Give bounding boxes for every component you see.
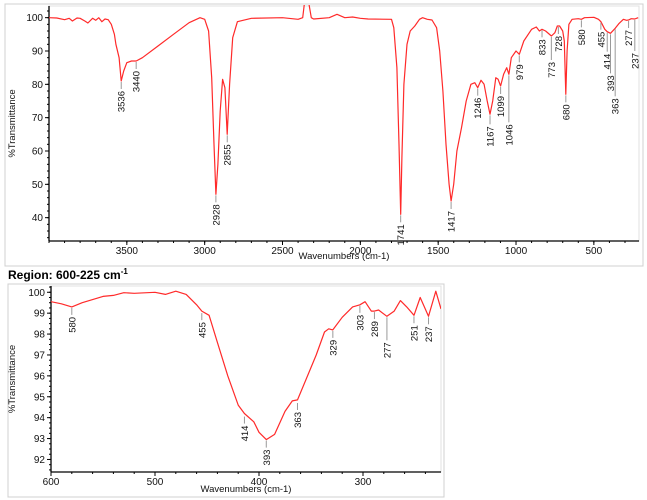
region-y-tick-label: 100 — [28, 288, 45, 299]
region-peak-label: 303 — [355, 315, 366, 331]
top-x-tick-label: 3000 — [194, 246, 217, 257]
region-y-tick-label: 93 — [34, 434, 46, 445]
region-title-superscript: -1 — [121, 267, 129, 276]
full-spectrum-chart: 3500 3000 2500 2000 1500 1000 500 40 50 60 70 80 90 1… — [7, 5, 641, 262]
top-x-tick-label: 500 — [586, 246, 603, 257]
top-peak-label: 363 — [611, 98, 622, 114]
region-y-tick-label: 96 — [34, 371, 46, 382]
top-peak-label: 455 — [596, 32, 607, 48]
top-peak-label: 2928 — [211, 204, 222, 225]
top-x-tick-label: 3500 — [116, 246, 139, 257]
region-spectrum-line — [51, 290, 441, 441]
region-y-tick-label: 94 — [34, 413, 46, 424]
top-peak-label: 1741 — [396, 224, 407, 245]
top-peak-label: 3536 — [117, 91, 128, 112]
top-peak-label: 1167 — [486, 126, 497, 146]
region-peak-label: 580 — [67, 317, 78, 333]
top-y-tick-label: 60 — [32, 147, 44, 158]
region-plot-area — [50, 285, 442, 473]
region-peak-label: 329 — [328, 340, 339, 356]
region-peak-label: 277 — [382, 342, 393, 358]
region-peak-label: 237 — [424, 326, 435, 342]
top-peak-label: 833 — [538, 39, 549, 55]
region-peak-label: 251 — [409, 325, 420, 341]
region-peak-label: 289 — [370, 321, 381, 337]
top-peak-label: 728 — [554, 36, 565, 52]
top-peak-label: 580 — [577, 29, 588, 45]
top-x-tick-label: 1500 — [427, 246, 450, 257]
top-y-tick-label: 70 — [32, 113, 44, 124]
region-spectrum-chart: 600 500 400 300 92 93 94 95 96 97 98 99 100 Wavenumbe… — [7, 285, 442, 495]
region-y-tick-label: 95 — [34, 392, 46, 403]
region-x-tick-label: 300 — [355, 477, 372, 488]
region-y-axis-label: %Transmittance — [7, 345, 18, 413]
top-peak-label: 979 — [515, 64, 526, 80]
top-x-axis-label: Wavenumbers (cm-1) — [299, 251, 390, 262]
top-y-axis-label: %Transmittance — [7, 89, 18, 157]
region-peak-label: 363 — [293, 412, 304, 428]
top-spectrum-line — [49, 5, 639, 215]
top-peak-label: 1099 — [496, 96, 507, 117]
top-peak-label: 414 — [603, 54, 614, 70]
region-x-axis-label: Wavenumbers (cm-1) — [201, 484, 292, 495]
region-y-tick-label: 97 — [34, 350, 46, 361]
top-y-tick-label: 40 — [32, 213, 44, 224]
top-peak-label: 1246 — [473, 98, 484, 119]
top-plot-area — [48, 5, 640, 242]
top-peak-label: 680 — [561, 104, 572, 120]
top-y-tick-label: 90 — [32, 47, 44, 58]
top-x-tick-label: 2500 — [271, 246, 294, 257]
region-x-tick-label: 400 — [251, 477, 268, 488]
top-x-tick-label: 2000 — [349, 246, 372, 257]
top-y-tick-label: 50 — [32, 180, 44, 191]
region-title: Region: 600-225 cm-1 — [8, 267, 128, 282]
top-peak-label: 393 — [606, 75, 617, 91]
top-peak-label: 2855 — [223, 144, 234, 165]
region-peak-label: 393 — [262, 450, 273, 466]
region-x-tick-label: 500 — [147, 477, 164, 488]
top-peak-label: 1417 — [447, 211, 458, 232]
top-peak-label: 3440 — [132, 71, 143, 92]
region-x-tick-label: 600 — [43, 477, 60, 488]
region-y-tick-label: 99 — [34, 309, 46, 320]
top-peak-label: 237 — [630, 53, 641, 69]
top-peak-label: 277 — [624, 30, 635, 46]
top-peak-label: 773 — [547, 62, 558, 78]
region-peak-label: 455 — [197, 322, 208, 338]
bottom-panel-border — [7, 283, 445, 498]
top-panel-border — [4, 3, 644, 267]
region-y-tick-label: 92 — [34, 455, 46, 466]
top-peak-label: 1046 — [504, 124, 515, 145]
top-y-tick-label: 100 — [26, 13, 43, 24]
top-x-tick-label: 1000 — [505, 246, 528, 257]
region-peak-label: 414 — [240, 426, 251, 442]
region-y-tick-label: 98 — [34, 330, 46, 341]
top-y-tick-label: 80 — [32, 80, 44, 91]
